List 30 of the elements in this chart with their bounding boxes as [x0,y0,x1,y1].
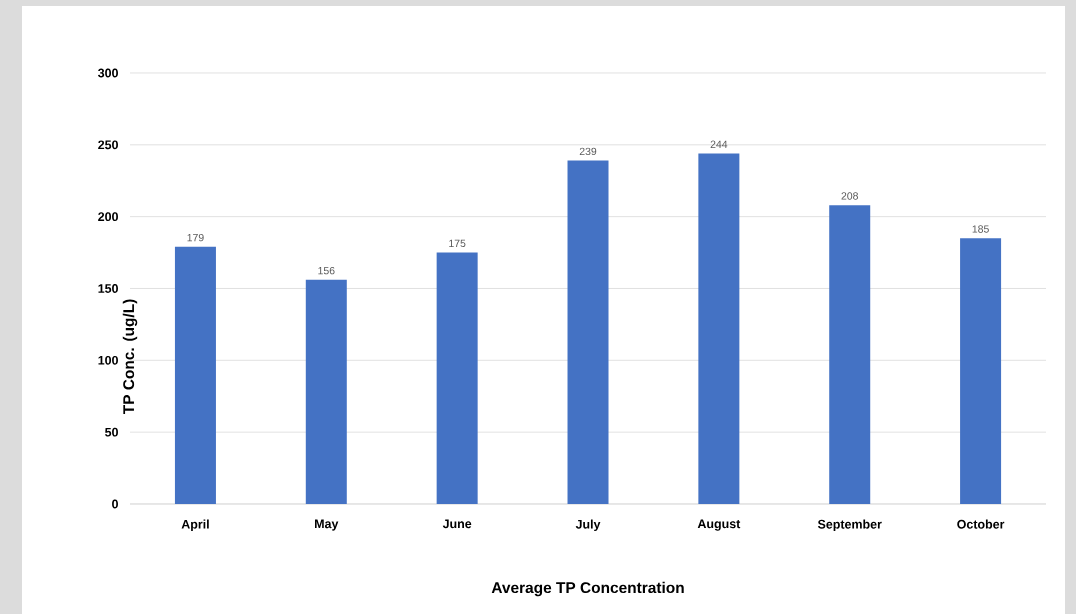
x-axis-title: Average TP Concentration [491,581,684,597]
bar [698,153,740,504]
bar [960,238,1002,504]
data-label: 175 [449,239,466,248]
x-tick-label: September [817,519,882,532]
x-tick-label: May [315,519,339,531]
bar [174,246,216,504]
data-label: 156 [318,266,335,275]
y-tick-label: 200 [98,212,118,222]
x-tick-label: October [957,519,1005,529]
bar [305,279,347,504]
x-tick-label: June [442,519,472,529]
data-label: 244 [710,140,728,148]
data-label: 185 [972,225,989,233]
y-tick-label: 50 [105,427,118,437]
data-label: 208 [841,192,858,200]
bar [829,205,871,504]
y-axis-title: TP Conc. (ug/L) [122,299,138,415]
x-tick-label: July [575,519,601,532]
y-tick-label: 250 [98,140,118,150]
x-tick-label: April [181,519,209,532]
y-tick-label: 0 [112,499,118,509]
y-tick-label: 100 [98,355,118,365]
bar [567,160,609,504]
bar [436,252,478,504]
data-label: 239 [579,147,597,156]
x-tick-label: August [697,519,741,531]
y-tick-label: 300 [97,68,118,78]
y-tick-label: 150 [98,284,118,293]
data-label: 179 [187,233,204,242]
